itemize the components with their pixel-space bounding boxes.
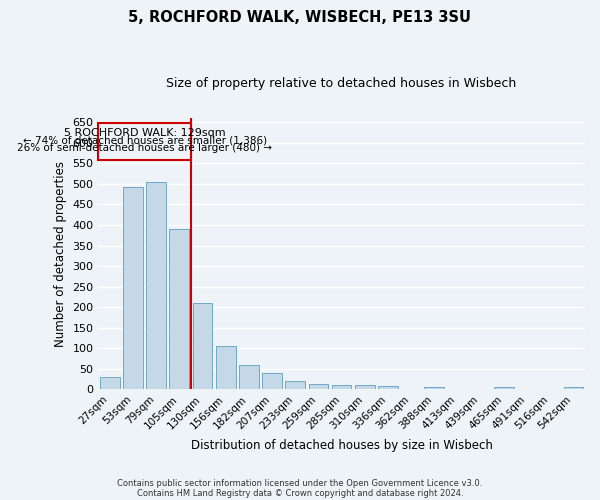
Y-axis label: Number of detached properties: Number of detached properties — [53, 161, 67, 347]
Bar — [169, 229, 189, 390]
X-axis label: Distribution of detached houses by size in Wisbech: Distribution of detached houses by size … — [191, 440, 493, 452]
Bar — [378, 386, 398, 390]
Bar — [286, 381, 305, 390]
Text: Contains HM Land Registry data © Crown copyright and database right 2024.: Contains HM Land Registry data © Crown c… — [137, 488, 463, 498]
Bar — [308, 384, 328, 390]
Text: ← 74% of detached houses are smaller (1,386): ← 74% of detached houses are smaller (1,… — [23, 136, 266, 145]
Bar — [355, 386, 374, 390]
Bar — [494, 388, 514, 390]
Bar — [100, 376, 119, 390]
Title: Size of property relative to detached houses in Wisbech: Size of property relative to detached ho… — [166, 78, 517, 90]
Text: 5, ROCHFORD WALK, WISBECH, PE13 3SU: 5, ROCHFORD WALK, WISBECH, PE13 3SU — [128, 10, 472, 25]
Bar — [239, 365, 259, 390]
Bar — [216, 346, 236, 390]
Text: Contains public sector information licensed under the Open Government Licence v3: Contains public sector information licen… — [118, 478, 482, 488]
FancyBboxPatch shape — [98, 123, 191, 160]
Bar — [563, 387, 583, 390]
Bar — [123, 187, 143, 390]
Text: 26% of semi-detached houses are larger (480) →: 26% of semi-detached houses are larger (… — [17, 142, 272, 152]
Bar — [424, 387, 444, 390]
Bar — [193, 303, 212, 390]
Bar — [146, 182, 166, 390]
Text: 5 ROCHFORD WALK: 129sqm: 5 ROCHFORD WALK: 129sqm — [64, 128, 226, 138]
Bar — [332, 386, 352, 390]
Bar — [262, 373, 282, 390]
